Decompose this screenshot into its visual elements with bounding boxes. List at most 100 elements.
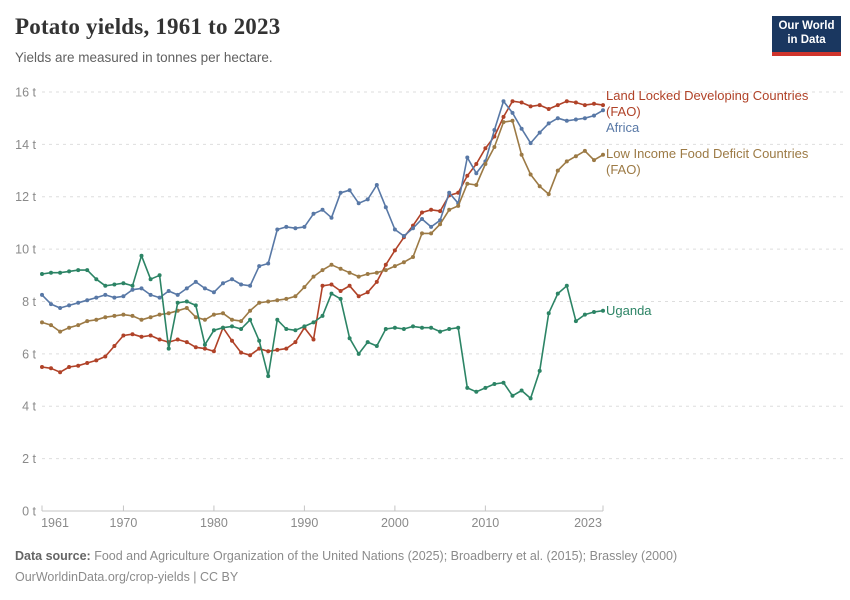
data-point-lldc-1987	[275, 347, 280, 352]
data-point-lifdc-2018	[555, 168, 560, 173]
data-point-africa-1998	[374, 183, 379, 187]
data-point-lifdc-1963	[58, 329, 63, 334]
data-point-lifdc-1967	[94, 317, 99, 322]
y-tick-label-8: 8 t	[22, 295, 36, 309]
data-point-lifdc-2010	[483, 162, 488, 166]
data-point-lifdc-1988	[284, 296, 289, 301]
data-point-lldc-1994	[338, 289, 343, 293]
data-point-lldc-2015	[528, 104, 533, 109]
data-point-africa-2002	[411, 226, 415, 231]
data-point-uganda-2017	[546, 311, 551, 316]
data-point-africa-1999	[383, 205, 388, 210]
series-line-lifdc[interactable]	[40, 118, 605, 334]
data-point-africa-2008	[465, 155, 470, 160]
data-point-lldc-2007	[456, 190, 461, 195]
series-line-uganda[interactable]	[40, 253, 605, 401]
data-point-lifdc-2011	[492, 145, 497, 149]
data-point-lifdc-2001	[401, 260, 406, 265]
series-line-africa[interactable]	[40, 99, 605, 310]
data-point-lifdc-1968	[103, 315, 108, 320]
data-point-lldc-1982	[230, 338, 234, 343]
data-point-uganda-1978	[193, 303, 198, 308]
data-point-africa-1972	[139, 286, 144, 291]
data-point-uganda-2016	[537, 368, 542, 373]
data-point-lifdc-1989	[293, 294, 298, 299]
data-point-lifdc-1975	[166, 311, 171, 316]
data-point-lifdc-2004	[429, 231, 434, 236]
data-point-uganda-1965	[76, 268, 81, 273]
series-line-lldc[interactable]	[40, 99, 605, 375]
data-point-lifdc-1984	[248, 308, 253, 313]
data-point-africa-2004	[429, 224, 434, 229]
y-tick-label-14: 14 t	[15, 138, 36, 152]
series-label-africa[interactable]: Africa	[606, 120, 640, 135]
x-tick-label-1970: 1970	[110, 516, 138, 530]
data-point-africa-2019	[564, 118, 569, 123]
data-point-uganda-1989	[293, 328, 298, 333]
owid-logo-line1: Our World	[778, 20, 835, 32]
data-point-uganda-2015	[528, 396, 533, 401]
data-point-uganda-1970	[121, 281, 126, 286]
data-point-uganda-1979	[202, 342, 207, 347]
data-point-lldc-2022	[592, 101, 596, 106]
series-label-uganda[interactable]: Uganda	[606, 303, 652, 318]
data-point-uganda-1971	[130, 283, 135, 288]
data-point-uganda-1984	[248, 317, 253, 322]
series-label-land-locked-developing-countries[interactable]: Land Locked Developing Countries (FAO)	[606, 88, 809, 119]
data-point-lifdc-1977	[184, 306, 189, 310]
y-tick-label-4: 4 t	[22, 400, 36, 414]
data-point-lifdc-1961	[40, 320, 44, 325]
data-point-uganda-2023	[601, 308, 605, 313]
footer-link-line[interactable]: OurWorldinData.org/crop-yields | CC BY	[15, 570, 239, 584]
data-point-africa-1993	[329, 215, 334, 220]
data-point-lifdc-2008	[465, 181, 470, 186]
data-point-lifdc-1991	[311, 274, 316, 279]
data-point-africa-2001	[401, 234, 406, 238]
data-point-uganda-1975	[166, 346, 171, 351]
data-point-uganda-2022	[592, 310, 596, 314]
y-tick-label-0: 0 t	[22, 505, 36, 519]
series-path-lifdc	[41, 120, 604, 333]
data-point-uganda-1988	[284, 327, 289, 331]
data-point-lldc-1965	[76, 363, 81, 368]
data-point-lldc-1997	[365, 290, 370, 295]
data-point-uganda-1968	[103, 283, 108, 288]
chart-footer: Data source: Food and Agriculture Organi…	[15, 546, 835, 588]
data-point-africa-2015	[528, 141, 533, 146]
data-point-africa-1983	[239, 282, 244, 287]
data-point-lldc-1980	[211, 349, 216, 354]
data-point-africa-2012	[501, 99, 506, 104]
series-label-low-income-food-deficit-countries[interactable]: Low Income Food Deficit Countries (FAO)	[606, 146, 809, 177]
data-point-lldc-1970	[121, 333, 126, 338]
x-tick-label-1990: 1990	[290, 516, 318, 530]
x-tick-label-2023: 2023	[574, 516, 602, 530]
data-point-uganda-2005	[438, 329, 443, 334]
data-point-uganda-1973	[148, 277, 153, 282]
data-point-lldc-1984	[248, 353, 253, 358]
data-point-lldc-1998	[374, 279, 379, 284]
data-point-lifdc-1962	[49, 323, 53, 328]
data-source-line: Data source: Food and Agriculture Organi…	[15, 546, 835, 567]
data-point-uganda-2013	[510, 393, 515, 398]
data-point-lifdc-1992	[320, 268, 325, 273]
data-point-africa-1964	[67, 303, 72, 308]
owid-logo[interactable]: Our World in Data	[772, 16, 841, 56]
data-point-africa-2014	[519, 126, 524, 131]
data-point-lifdc-1987	[275, 298, 280, 303]
data-point-africa-2013	[510, 110, 515, 115]
data-point-africa-1961	[40, 292, 44, 297]
data-point-uganda-1991	[311, 320, 316, 325]
data-point-lifdc-2014	[519, 152, 524, 157]
data-point-uganda-2002	[411, 324, 415, 329]
data-point-uganda-1977	[184, 299, 189, 304]
data-point-africa-1963	[58, 306, 63, 310]
data-point-lifdc-2000	[392, 264, 397, 269]
data-point-lldc-1991	[311, 337, 316, 342]
data-point-lifdc-1973	[148, 315, 153, 320]
data-point-uganda-1994	[338, 296, 343, 301]
data-point-lldc-1968	[103, 354, 108, 359]
data-point-lldc-1978	[193, 345, 198, 350]
page-title: Potato yields, 1961 to 2023	[15, 14, 281, 39]
data-point-africa-1988	[284, 224, 289, 229]
data-point-lldc-2013	[510, 99, 515, 104]
